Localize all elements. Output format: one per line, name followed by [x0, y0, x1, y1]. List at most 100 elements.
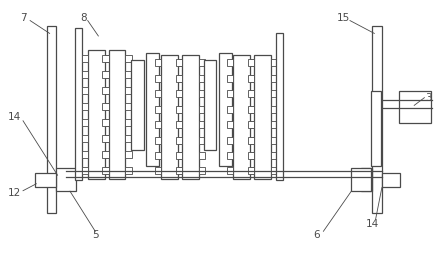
Bar: [161, 55, 178, 179]
Text: 14: 14: [365, 219, 379, 228]
Bar: [88, 50, 105, 179]
Bar: [125, 119, 132, 126]
Bar: [250, 59, 256, 67]
Bar: [227, 121, 233, 128]
Bar: [131, 60, 144, 150]
Bar: [155, 59, 161, 67]
Bar: [227, 75, 233, 82]
Bar: [75, 28, 82, 180]
Bar: [47, 26, 56, 213]
Bar: [125, 54, 132, 62]
Bar: [176, 106, 182, 113]
Text: 5: 5: [92, 230, 98, 240]
Bar: [250, 136, 256, 144]
Bar: [125, 151, 132, 158]
Bar: [125, 135, 132, 142]
Bar: [227, 106, 233, 113]
Bar: [105, 151, 111, 158]
Bar: [382, 173, 400, 187]
Bar: [105, 167, 111, 174]
Bar: [199, 121, 205, 128]
Bar: [227, 90, 233, 97]
Bar: [176, 59, 182, 67]
Bar: [102, 71, 109, 78]
Bar: [219, 53, 232, 166]
Bar: [82, 103, 88, 110]
Bar: [227, 152, 233, 159]
Bar: [227, 167, 233, 175]
Bar: [102, 167, 109, 174]
Bar: [155, 152, 161, 159]
Bar: [178, 167, 184, 175]
Bar: [176, 121, 182, 128]
Bar: [271, 59, 277, 67]
Bar: [248, 152, 254, 159]
Bar: [155, 90, 161, 97]
Text: 12: 12: [8, 188, 21, 198]
Bar: [105, 71, 111, 78]
Bar: [271, 167, 277, 175]
Bar: [146, 53, 159, 166]
Bar: [250, 121, 256, 128]
Bar: [178, 75, 184, 82]
Bar: [56, 168, 76, 191]
Bar: [178, 106, 184, 113]
Text: 6: 6: [314, 230, 320, 240]
Bar: [250, 152, 256, 159]
Bar: [105, 87, 111, 94]
Bar: [82, 71, 88, 78]
Bar: [250, 75, 256, 82]
Bar: [276, 33, 283, 180]
Bar: [250, 90, 256, 97]
Bar: [176, 136, 182, 144]
Bar: [82, 135, 88, 142]
Bar: [82, 87, 88, 94]
Bar: [199, 75, 205, 82]
Bar: [227, 59, 233, 67]
Bar: [155, 136, 161, 144]
Bar: [102, 135, 109, 142]
Bar: [199, 90, 205, 97]
Bar: [250, 106, 256, 113]
Bar: [254, 55, 271, 179]
Bar: [109, 50, 125, 179]
Bar: [35, 173, 56, 187]
Bar: [125, 167, 132, 174]
Bar: [182, 55, 199, 179]
Bar: [102, 54, 109, 62]
Bar: [271, 152, 277, 159]
Text: 14: 14: [8, 112, 21, 122]
Bar: [271, 90, 277, 97]
Bar: [361, 168, 372, 191]
Bar: [204, 60, 216, 150]
Bar: [82, 151, 88, 158]
Bar: [155, 75, 161, 82]
Bar: [248, 59, 254, 67]
Bar: [372, 26, 382, 213]
Bar: [176, 167, 182, 175]
Bar: [351, 168, 371, 191]
Bar: [176, 90, 182, 97]
Bar: [248, 90, 254, 97]
Bar: [248, 121, 254, 128]
Bar: [105, 135, 111, 142]
Bar: [102, 103, 109, 110]
Bar: [82, 54, 88, 62]
Text: 7: 7: [20, 13, 27, 23]
Bar: [178, 152, 184, 159]
Bar: [125, 71, 132, 78]
Bar: [105, 119, 111, 126]
Bar: [102, 151, 109, 158]
Bar: [105, 54, 111, 62]
Bar: [199, 167, 205, 175]
Bar: [155, 121, 161, 128]
Bar: [250, 167, 256, 175]
Bar: [199, 106, 205, 113]
Bar: [399, 91, 431, 123]
Bar: [155, 167, 161, 175]
Bar: [248, 75, 254, 82]
Bar: [82, 167, 88, 174]
Bar: [105, 103, 111, 110]
Bar: [227, 136, 233, 144]
Bar: [178, 90, 184, 97]
